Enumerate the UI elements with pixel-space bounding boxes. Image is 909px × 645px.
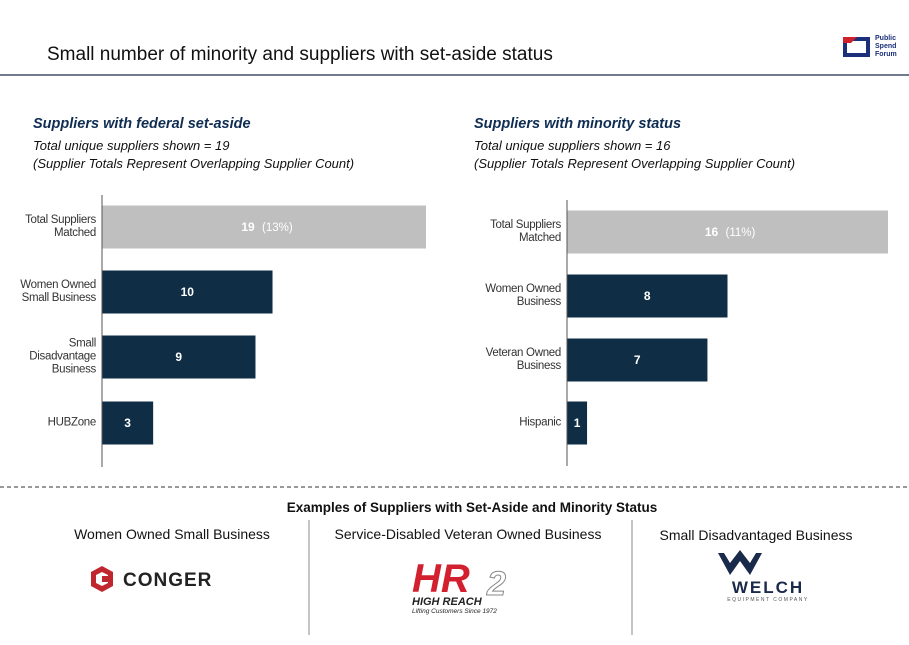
logo-text: HR (412, 557, 470, 601)
category-label: Veteran Owned Business (485, 347, 562, 372)
bar (102, 205, 426, 249)
example-label: Women Owned Small Business (74, 526, 270, 542)
example-label: Small Disadvantaged Business (659, 527, 853, 543)
chart-title: Suppliers with minority status (474, 116, 682, 132)
value-label: 16 (705, 225, 719, 239)
category-label: Total Suppliers Matched (490, 219, 561, 244)
brand: Forum (875, 51, 897, 58)
logo-text: Lifting Customers Since 1972 (412, 608, 497, 615)
value-label: 7 (634, 353, 641, 367)
logo-text: CONGER (123, 570, 212, 591)
examples-heading: Examples of Suppliers with Set-Aside and… (286, 500, 658, 515)
value-label: 10 (181, 285, 195, 299)
bar (567, 210, 888, 254)
annotation: (11%) (726, 227, 756, 239)
category-label: Women Owned Small Business (20, 279, 96, 304)
annotation: (13%) (262, 222, 293, 234)
category-label: Hispanic (519, 416, 561, 429)
category-label: Small Disadvantage Business (29, 337, 96, 376)
bar (567, 338, 708, 382)
chart-subtitle: Total unique suppliers shown = 16 (474, 138, 671, 153)
category-label: Total Suppliers Matched (25, 214, 96, 239)
chart-subtitle: (Supplier Totals Represent Overlapping S… (33, 156, 355, 171)
bar (102, 401, 154, 445)
welch-icon (718, 550, 762, 575)
conger-icon (91, 566, 113, 592)
example-label: Service-Disabled Veteran Owned Business (334, 526, 602, 542)
brand-icon (843, 37, 870, 57)
bar (567, 401, 588, 445)
category-label: Women Owned Business (485, 283, 561, 308)
chart-subtitle: Total unique suppliers shown = 19 (33, 138, 230, 153)
value-label: 8 (644, 289, 651, 303)
value-label: 9 (175, 350, 182, 364)
logo-text: EQUIPMENT COMPANY (727, 597, 808, 603)
bar (102, 270, 273, 314)
bar (102, 335, 256, 379)
brand: Public (875, 35, 896, 42)
value-label: 3 (124, 416, 131, 430)
logo-text: 2 (486, 565, 506, 603)
category-label: HUBZone (47, 416, 97, 429)
brand: Spend (875, 43, 896, 50)
value-label: 1 (574, 416, 581, 430)
bar (567, 274, 728, 318)
chart-subtitle: (Supplier Totals Represent Overlapping S… (474, 156, 796, 171)
logo-text: HIGH REACH (412, 596, 483, 608)
logo-text: WELCH (732, 578, 804, 597)
value-label: 19 (241, 220, 255, 234)
chart-title: Suppliers with federal set-aside (33, 116, 251, 132)
slide-title: Small number of minority and suppliers w… (47, 44, 553, 65)
